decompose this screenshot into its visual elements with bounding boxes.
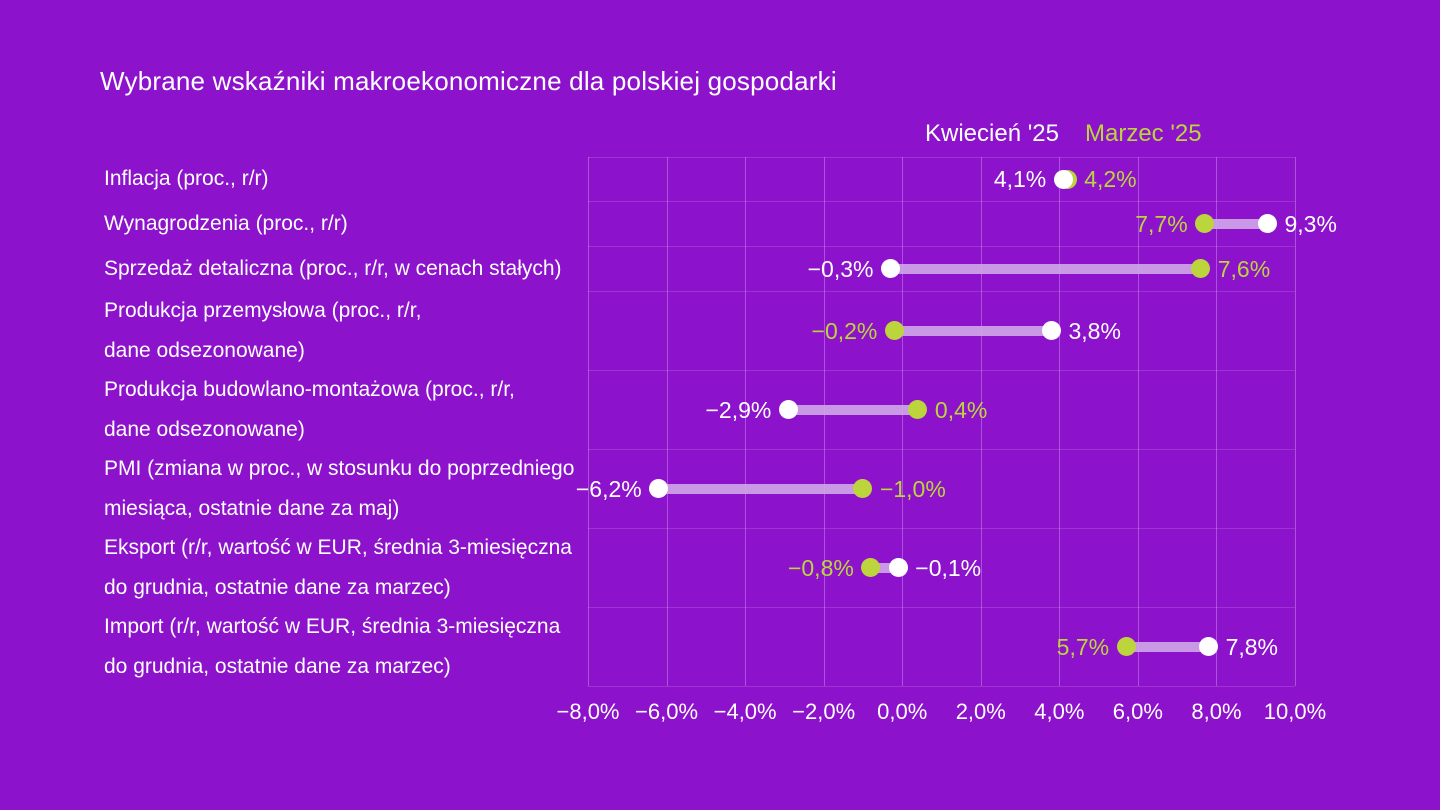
horizontal-gridline: [588, 528, 1295, 529]
value-label-left: 5,7%: [1057, 633, 1109, 661]
x-axis-tick-label: 8,0%: [1171, 699, 1261, 725]
kwiecien-dot: [1042, 321, 1061, 340]
chart-title: Wybrane wskaźniki makroekonomiczne dla p…: [100, 66, 837, 97]
horizontal-gridline: [588, 201, 1295, 202]
value-label-right: 9,3%: [1285, 210, 1337, 238]
x-axis-tick-label: 4,0%: [1014, 699, 1104, 725]
row-label-line: do grudnia, ostatnie dane za marzec): [104, 568, 572, 608]
marzec-dot: [1191, 259, 1210, 278]
marzec-dot: [853, 479, 872, 498]
row-label: Wynagrodzenia (proc., r/r): [104, 204, 348, 244]
x-axis-tick-label: 2,0%: [936, 699, 1026, 725]
row-label-line: miesiąca, ostatnie dane za maj): [104, 489, 574, 529]
marzec-dot: [908, 400, 927, 419]
kwiecien-dot: [1054, 170, 1073, 189]
value-label-left: −6,2%: [576, 475, 642, 503]
connector-bar: [1126, 642, 1208, 652]
value-label-right: 7,8%: [1226, 633, 1278, 661]
row-label: Sprzedaż detaliczna (proc., r/r, w cenac…: [104, 249, 562, 289]
legend-marzec-label: Marzec '25: [1085, 120, 1202, 148]
row-label-line: PMI (zmiana w proc., w stosunku do poprz…: [104, 449, 574, 489]
horizontal-gridline: [588, 370, 1295, 371]
horizontal-gridline: [588, 607, 1295, 608]
horizontal-gridline: [588, 449, 1295, 450]
value-label-right: 4,2%: [1084, 165, 1136, 193]
horizontal-gridline: [588, 291, 1295, 292]
x-axis-tick-label: 0,0%: [857, 699, 947, 725]
marzec-dot: [1195, 214, 1214, 233]
connector-bar: [788, 405, 918, 415]
horizontal-gridline: [588, 246, 1295, 247]
row-label-line: Produkcja przemysłowa (proc., r/r,: [104, 291, 421, 331]
chart-canvas: Wybrane wskaźniki makroekonomiczne dla p…: [0, 0, 1440, 810]
row-label: Produkcja budowlano-montażowa (proc., r/…: [104, 370, 515, 450]
row-label: Eksport (r/r, wartość w EUR, średnia 3-m…: [104, 528, 572, 608]
value-label-left: −2,9%: [705, 396, 771, 424]
kwiecien-dot: [881, 259, 900, 278]
row-label-line: do grudnia, ostatnie dane za marzec): [104, 647, 560, 687]
x-axis-tick-label: −6,0%: [622, 699, 712, 725]
row-label: Produkcja przemysłowa (proc., r/r,dane o…: [104, 291, 421, 371]
kwiecien-dot: [779, 400, 798, 419]
legend: Kwiecień '25 Marzec '25: [925, 120, 1202, 148]
kwiecien-dot: [649, 479, 668, 498]
kwiecien-dot: [1199, 637, 1218, 656]
connector-bar: [890, 264, 1200, 274]
connector-bar: [894, 326, 1051, 336]
row-label-line: dane odsezonowane): [104, 331, 421, 371]
x-axis-tick-label: −2,0%: [779, 699, 869, 725]
value-label-left: −0,8%: [788, 554, 854, 582]
value-label-right: −1,0%: [880, 475, 946, 503]
value-label-left: 4,1%: [994, 165, 1046, 193]
value-label-right: 0,4%: [935, 396, 987, 424]
row-label-line: Wynagrodzenia (proc., r/r): [104, 204, 348, 244]
row-label-line: Sprzedaż detaliczna (proc., r/r, w cenac…: [104, 249, 562, 289]
row-label: Inflacja (proc., r/r): [104, 159, 269, 199]
x-axis-tick-label: 10,0%: [1250, 699, 1340, 725]
row-label-line: Produkcja budowlano-montażowa (proc., r/…: [104, 370, 515, 410]
x-axis-tick-label: −4,0%: [700, 699, 790, 725]
row-label-line: Inflacja (proc., r/r): [104, 159, 269, 199]
row-label-line: Import (r/r, wartość w EUR, średnia 3-mi…: [104, 607, 560, 647]
kwiecien-dot: [889, 558, 908, 577]
row-label-line: dane odsezonowane): [104, 410, 515, 450]
legend-kwiecien-label: Kwiecień '25: [925, 120, 1059, 148]
x-axis-tick-label: 6,0%: [1093, 699, 1183, 725]
marzec-dot: [1117, 637, 1136, 656]
value-label-left: −0,3%: [808, 255, 874, 283]
value-label-left: −0,2%: [812, 317, 878, 345]
kwiecien-dot: [1258, 214, 1277, 233]
row-label-line: Eksport (r/r, wartość w EUR, średnia 3-m…: [104, 528, 572, 568]
connector-bar: [659, 484, 863, 494]
row-label: Import (r/r, wartość w EUR, średnia 3-mi…: [104, 607, 560, 687]
x-axis-tick-label: −8,0%: [543, 699, 633, 725]
horizontal-gridline: [588, 157, 1295, 158]
horizontal-gridline: [588, 686, 1295, 687]
value-label-right: 3,8%: [1068, 317, 1120, 345]
row-label: PMI (zmiana w proc., w stosunku do poprz…: [104, 449, 574, 529]
marzec-dot: [861, 558, 880, 577]
value-label-left: 7,7%: [1135, 210, 1187, 238]
value-label-right: −0,1%: [915, 554, 981, 582]
marzec-dot: [885, 321, 904, 340]
value-label-right: 7,6%: [1218, 255, 1270, 283]
